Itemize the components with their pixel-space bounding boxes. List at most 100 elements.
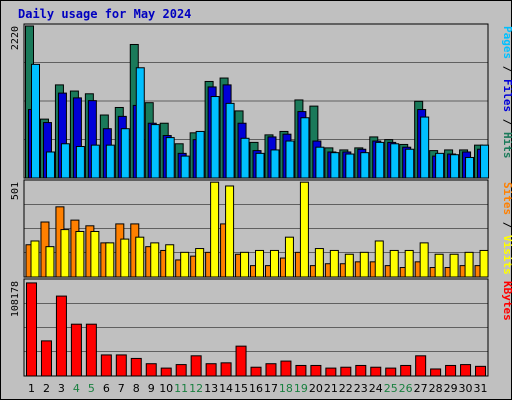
pages-bar [180,155,190,179]
pages-bar [165,137,175,179]
side-legend-pages-files-hits: Pages / Files / Hits [501,26,512,159]
day-label: 19 [294,382,308,395]
visits-bar [150,242,160,278]
day-label: 16 [249,382,263,395]
pages-bar [465,156,475,179]
pages-bar [270,149,280,179]
y-max-label: 108178 [10,281,21,317]
visits-bar [120,238,130,278]
day-label: 24 [369,382,383,395]
legend-part: KBytes [501,281,512,321]
day-label: 5 [88,382,95,395]
visits-bar [329,249,339,278]
pages-bar [360,152,370,179]
kbytes-bar [265,363,277,377]
pages-bar [450,154,460,179]
visits-bar [464,251,474,278]
day-label: 6 [103,382,110,395]
pages-bar [480,144,490,179]
day-label: 20 [309,382,323,395]
pages-bar [390,143,400,179]
kbytes-bar [55,295,67,377]
legend-part: / [501,59,512,79]
pages-bar [315,146,325,179]
day-label: 8 [133,382,140,395]
kbytes-bar [310,364,322,377]
kbytes-bar [460,364,472,377]
visits-bar [255,249,265,278]
day-label: 10 [159,382,173,395]
pages-bar [375,141,385,179]
pages-bar [45,151,55,179]
pages-bar [225,102,235,179]
kbytes-bar [26,282,37,377]
day-label: 28 [429,382,443,395]
pages-bar [60,143,70,179]
day-label: 1 [28,382,35,395]
visits-bar [419,242,429,278]
kbytes-bar [130,357,142,377]
day-label: 13 [204,382,218,395]
kbytes-bar [475,365,487,377]
visits-bar [344,253,354,278]
visits-bar [434,253,444,278]
day-label: 22 [339,382,353,395]
kbytes-bar [100,354,112,377]
legend-part: / [501,112,512,132]
visits-bar [30,240,40,278]
kbytes-bar [250,366,262,377]
pages-bar [255,152,265,179]
pages-bar [210,96,220,179]
day-label: 4 [73,382,80,395]
visits-bar [299,181,309,278]
day-label: 15 [234,382,248,395]
pages-bar [330,152,340,179]
visits-bar [389,249,399,278]
pages-bar [75,146,85,179]
kbytes-bar [370,366,382,377]
visits-bar [374,240,384,278]
kbytes-bar [355,364,367,377]
y-max-label: 2220 [10,26,21,50]
day-label: 2 [43,382,50,395]
pages-bar [435,152,445,179]
legend-part: Files [501,79,512,112]
pages-bar [300,117,310,179]
day-label: 27 [414,382,428,395]
day-label: 31 [474,382,488,395]
visits-bar [60,229,70,278]
kbytes-bar [205,363,217,377]
visits-bar [449,253,459,278]
kbytes-bar [235,345,247,377]
visits-bar [165,244,175,278]
pages-bar [90,144,100,179]
kbytes-bar [40,340,52,377]
kbytes-bar [400,364,412,377]
legend-part: / [501,215,512,235]
legend-part: Hits [501,132,512,159]
day-label: 25 [384,382,398,395]
kbytes-bar [280,360,292,377]
visits-bar [105,242,115,278]
visits-bar [135,236,145,278]
pages-bar [240,137,250,179]
visits-bar [359,251,369,278]
kbytes-bar [190,355,202,377]
pages-bar [285,140,295,179]
visits-bar [75,230,85,278]
day-label: 9 [148,382,155,395]
chart-title: Daily usage for May 2024 [18,7,191,21]
visits-bar [314,248,324,278]
day-label: 3 [58,382,65,395]
day-label: 30 [459,382,473,395]
day-label: 7 [118,382,125,395]
visits-bar [195,248,205,278]
day-label: 21 [324,382,338,395]
legend-part: Sites [501,182,512,215]
day-label: 14 [219,382,233,395]
kbytes-bar [70,323,82,377]
y-max-label: 501 [10,182,21,200]
legend-part: Visits [501,235,512,275]
visits-bar [90,230,100,278]
